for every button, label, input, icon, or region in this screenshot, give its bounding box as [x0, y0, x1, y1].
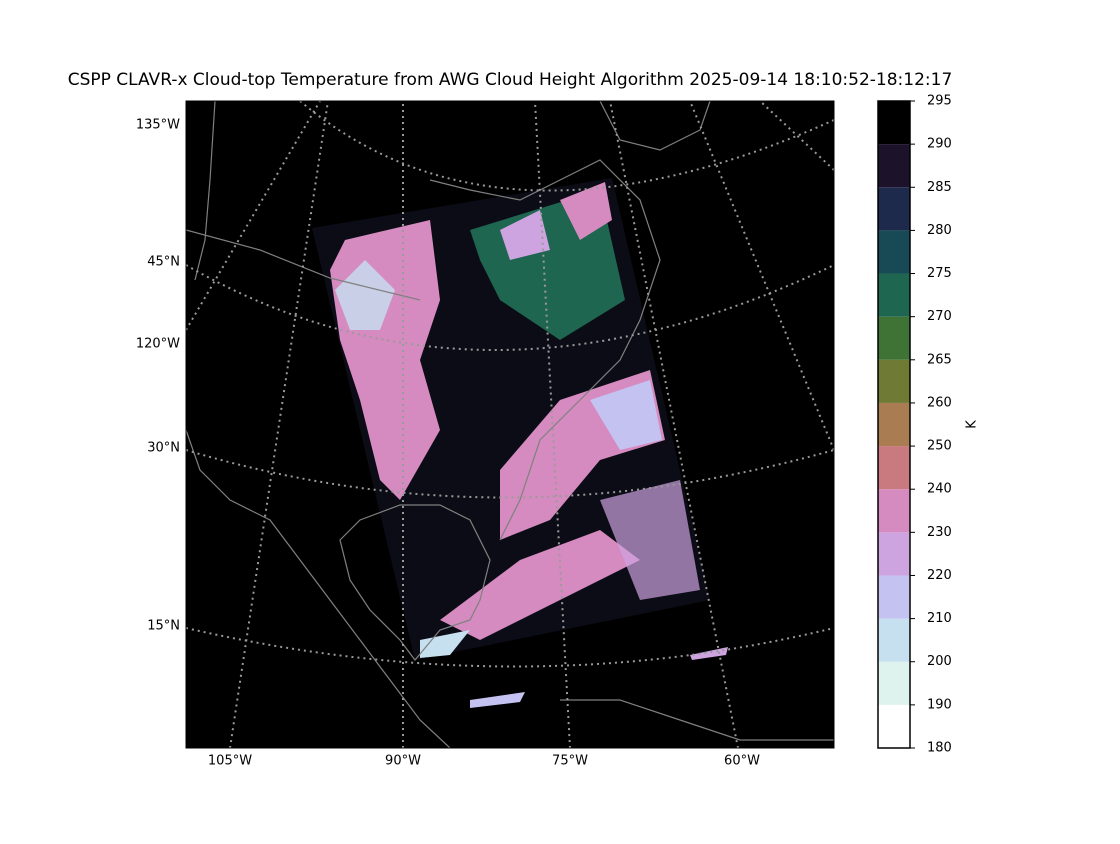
colorbar-segment — [878, 704, 910, 748]
title: CSPP CLAVR-x Cloud-top Temperature from … — [68, 70, 953, 90]
satellite-swath — [312, 178, 728, 708]
colorbar-tick-label: 285 — [927, 180, 952, 195]
colorbar-segment — [878, 316, 910, 360]
colorbar-segment — [878, 230, 910, 274]
lat-label: 45°N — [147, 255, 180, 270]
colorbar-frame — [877, 100, 911, 749]
lat-label: 135°W — [136, 118, 180, 133]
lat-label: 30°N — [147, 441, 180, 456]
colorbar-tick-label: 240 — [927, 482, 952, 497]
colorbar-segment — [878, 446, 910, 490]
colorbar-tick-label: 275 — [927, 266, 952, 281]
lon-label: 75°W — [552, 754, 588, 769]
map-frame — [185, 100, 835, 749]
map-labels: 105°W 90°W 75°W 60°W 135°W 45°N 120°W 30°N 15°N — [136, 118, 760, 769]
colorbar-tick-label: 250 — [927, 439, 952, 454]
colorbar-segment — [878, 359, 910, 403]
colorbar-segment — [878, 144, 910, 188]
lon-label: 105°W — [208, 754, 252, 769]
colorbar-tick-label: 180 — [927, 741, 952, 756]
colorbar-tick-label: 270 — [927, 309, 952, 324]
colorbar-tick-label: 220 — [927, 568, 952, 583]
colorbar-tick-label: 200 — [927, 654, 952, 669]
lon-label: 60°W — [724, 754, 760, 769]
lat-label: 15°N — [147, 619, 180, 634]
colorbar-tick-label: 295 — [927, 94, 952, 109]
colorbar-tick-label: 230 — [927, 525, 952, 540]
colorbar-segment — [878, 575, 910, 619]
colorbar-tick-label: 280 — [927, 223, 952, 238]
map — [185, 100, 835, 749]
colorbar-segment — [878, 661, 910, 705]
colorbar: 180 190 200 210 220 230 240 250 260 265 270 275 280 2… — [877, 94, 980, 756]
colorbar-segment — [878, 618, 910, 662]
colorbar-label: K — [965, 420, 980, 429]
graticule — [186, 101, 834, 748]
colorbar-tick-label: 290 — [927, 137, 952, 152]
colorbar-tick-label: 190 — [927, 697, 952, 712]
lat-label: 120°W — [136, 337, 180, 352]
lon-label: 90°W — [385, 754, 421, 769]
colorbar-segment — [878, 101, 910, 145]
colorbar-tick-label: 210 — [927, 611, 952, 626]
colorbar-segment — [878, 273, 910, 317]
colorbar-segment — [878, 402, 910, 447]
colorbar-segment — [878, 489, 910, 533]
colorbar-tick-label: 260 — [927, 395, 952, 410]
colorbar-segment — [878, 187, 910, 231]
colorbar-tick-label: 265 — [927, 352, 952, 367]
colorbar-segment — [878, 532, 910, 576]
coastlines — [186, 101, 834, 748]
